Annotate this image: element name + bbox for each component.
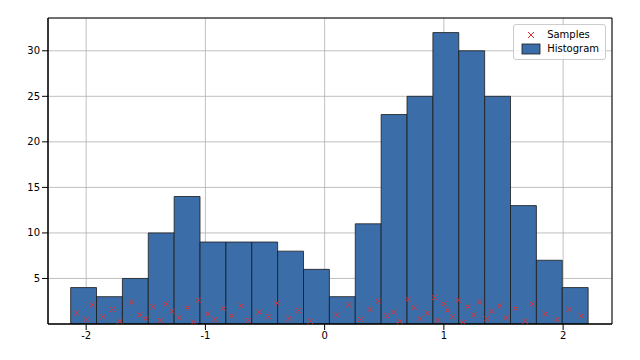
svg-text:-1: -1 <box>200 330 210 341</box>
svg-text:30: 30 <box>27 45 40 56</box>
svg-text:20: 20 <box>27 136 40 147</box>
svg-text:0: 0 <box>321 330 327 341</box>
html-text:Histogram: Histogram <box>547 43 599 54</box>
svg-text:10: 10 <box>27 227 40 238</box>
html-text:Samples: Samples <box>547 29 590 40</box>
svg-text:25: 25 <box>27 91 40 102</box>
svg-text:15: 15 <box>27 182 40 193</box>
svg-text:2: 2 <box>560 330 566 341</box>
svg-text:-2: -2 <box>81 330 91 341</box>
svg-text:1: 1 <box>441 330 447 341</box>
svg-text:5: 5 <box>34 273 40 284</box>
